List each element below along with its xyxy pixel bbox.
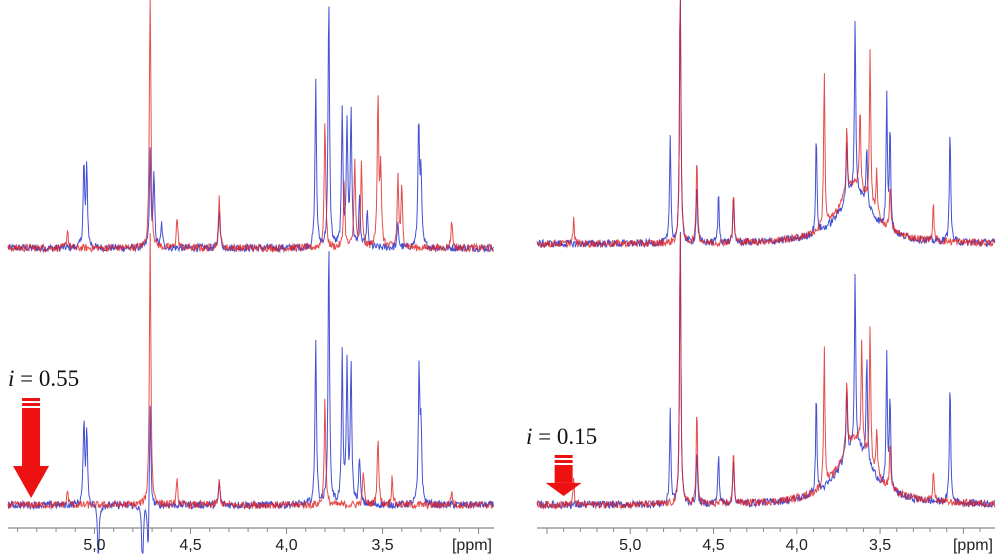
arrow-stripe <box>554 455 573 458</box>
down-arrow-icon <box>13 466 50 498</box>
tick-label: 4,5 <box>179 537 201 554</box>
axis-unit-label: [ppm] <box>452 537 492 554</box>
spectrum-left-top-blue <box>7 6 494 254</box>
arrow-shaft <box>554 465 573 483</box>
spectrum-left-bottom-blue <box>7 251 494 554</box>
spectrum-right-bottom-red <box>536 233 996 511</box>
arrow-stripe <box>22 398 41 401</box>
annotation-value: = 0.15 <box>538 424 598 449</box>
spectrum-left-bottom-red <box>7 233 494 510</box>
tick-label: 5,0 <box>619 537 641 554</box>
tick-label: 5,0 <box>83 537 105 554</box>
axis-unit-label: [ppm] <box>953 537 993 554</box>
tick-label: 4,5 <box>702 537 724 554</box>
annotation-var: i <box>526 424 533 449</box>
annotation-value: = 0.55 <box>20 366 80 391</box>
spectrum-right-top-red <box>536 0 996 249</box>
annotation-right: i = 0.15 <box>526 424 597 450</box>
spectrum-right-bottom-blue <box>536 231 996 510</box>
arrow-stripe <box>554 460 573 463</box>
tick-label: 3,5 <box>869 537 891 554</box>
annotation-left: i = 0.55 <box>8 366 79 392</box>
tick-label: 4,0 <box>275 537 297 554</box>
arrow-stripe <box>22 403 41 406</box>
spectrum-right-top-blue <box>536 0 996 249</box>
tick-label: 3,5 <box>371 537 393 554</box>
tick-label: 4,0 <box>786 537 808 554</box>
spectrum-left-top-red <box>7 0 494 254</box>
arrow-shaft <box>22 408 41 466</box>
annotation-var: i <box>8 366 15 391</box>
down-arrow-icon <box>545 482 582 496</box>
